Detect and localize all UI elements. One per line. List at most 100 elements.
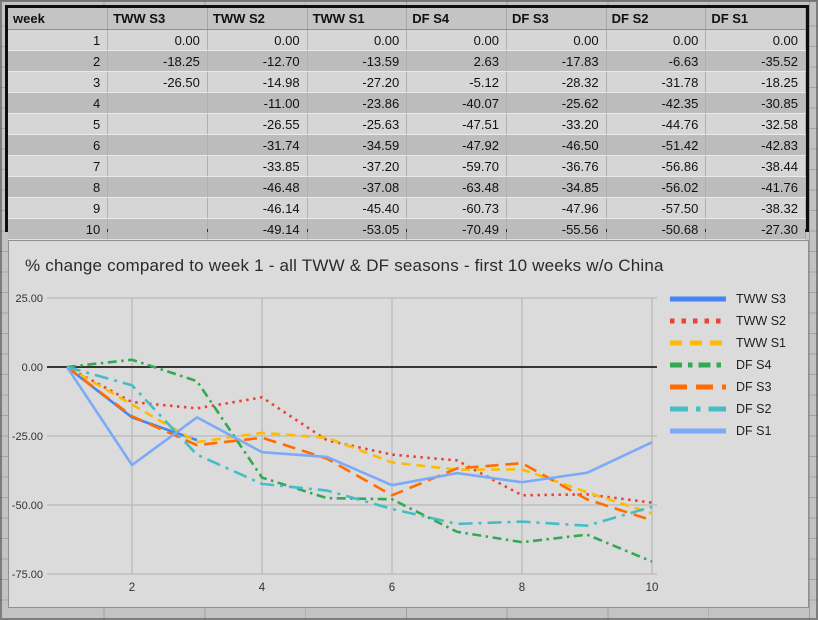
table-cell[interactable]: 8 [8, 176, 109, 198]
table-cell[interactable]: -6.63 [606, 50, 707, 72]
table-cell[interactable]: -18.25 [107, 50, 208, 72]
table-cell[interactable]: -30.85 [705, 92, 806, 114]
column-header-df-s3[interactable]: DF S3 [506, 8, 607, 30]
table-cell[interactable]: -14.98 [207, 71, 308, 93]
table-cell[interactable]: -56.02 [606, 176, 707, 198]
table-cell[interactable]: -46.48 [207, 176, 308, 198]
table-cell[interactable]: -25.62 [506, 92, 607, 114]
table-cell[interactable]: 4 [8, 92, 109, 114]
table-cell[interactable]: -5.12 [406, 71, 507, 93]
table-cell[interactable]: -26.55 [207, 113, 308, 135]
table-cell[interactable]: -47.51 [406, 113, 507, 135]
table-cell[interactable]: -23.86 [307, 92, 408, 114]
table-cell[interactable] [107, 218, 208, 240]
table-cell[interactable]: -37.08 [307, 176, 408, 198]
y-tick-label: -25.00 [12, 431, 43, 443]
table-cell[interactable]: -60.73 [406, 197, 507, 219]
table-cell[interactable]: -55.56 [506, 218, 607, 240]
table-cell[interactable]: -34.59 [307, 134, 408, 156]
table-cell[interactable] [107, 92, 208, 114]
table-cell[interactable]: 6 [8, 134, 109, 156]
table-row: 1 0.00 0.00 0.00 0.00 0.00 0.00 0.00 [8, 29, 806, 51]
table-cell[interactable]: 2 [8, 50, 109, 72]
table-cell[interactable] [107, 113, 208, 135]
table-cell[interactable] [107, 134, 208, 156]
table-cell[interactable]: -40.07 [406, 92, 507, 114]
table-cell[interactable]: 9 [8, 197, 109, 219]
table-cell[interactable]: -56.86 [606, 155, 707, 177]
table-cell[interactable]: 1 [8, 29, 109, 51]
table-cell[interactable] [107, 155, 208, 177]
table-cell[interactable]: -25.63 [307, 113, 408, 135]
table-cell[interactable]: 0.00 [307, 29, 408, 51]
table-cell[interactable]: -35.52 [705, 50, 806, 72]
table-cell[interactable]: -42.35 [606, 92, 707, 114]
table-cell[interactable]: -27.30 [705, 218, 806, 240]
table-cell[interactable]: -18.25 [705, 71, 806, 93]
table-cell[interactable]: -51.42 [606, 134, 707, 156]
legend-entry-df-s4[interactable]: DF S4 [669, 354, 804, 376]
table-cell[interactable]: -46.50 [506, 134, 607, 156]
legend-entry-df-s3[interactable]: DF S3 [669, 376, 804, 398]
table-cell[interactable]: -53.05 [307, 218, 408, 240]
legend-entry-tww-s1[interactable]: TWW S1 [669, 332, 804, 354]
table-cell[interactable]: 7 [8, 155, 109, 177]
table-cell[interactable]: -50.68 [606, 218, 707, 240]
table-cell[interactable]: -59.70 [406, 155, 507, 177]
table-cell[interactable]: -26.50 [107, 71, 208, 93]
column-header-tww-s1[interactable]: TWW S1 [307, 8, 408, 30]
table-cell[interactable]: -36.76 [506, 155, 607, 177]
table-cell[interactable]: -34.85 [506, 176, 607, 198]
table-cell[interactable]: 0.00 [406, 29, 507, 51]
table-cell[interactable]: -45.40 [307, 197, 408, 219]
table-cell[interactable]: -46.14 [207, 197, 308, 219]
legend-entry-tww-s2[interactable]: TWW S2 [669, 310, 804, 332]
legend-entry-df-s1[interactable]: DF S1 [669, 420, 804, 442]
table-cell[interactable]: 0.00 [506, 29, 607, 51]
chart-object[interactable]: % change compared to week 1 - all TWW & … [8, 240, 809, 608]
table-cell[interactable]: -37.20 [307, 155, 408, 177]
table-cell[interactable] [107, 197, 208, 219]
table-cell[interactable]: 0.00 [207, 29, 308, 51]
table-cell[interactable]: 0.00 [107, 29, 208, 51]
table-cell[interactable]: 10 [8, 218, 109, 240]
legend-label: DF S4 [736, 358, 772, 372]
table-cell[interactable]: -70.49 [406, 218, 507, 240]
table-cell[interactable]: -27.20 [307, 71, 408, 93]
column-header-week[interactable]: week [8, 8, 109, 30]
table-cell[interactable]: -33.85 [207, 155, 308, 177]
table-cell[interactable]: -11.00 [207, 92, 308, 114]
column-header-tww-s2[interactable]: TWW S2 [207, 8, 308, 30]
legend-entry-tww-s3[interactable]: TWW S3 [669, 288, 804, 310]
table-cell[interactable]: -38.44 [705, 155, 806, 177]
table-cell[interactable]: -47.92 [406, 134, 507, 156]
table-cell[interactable]: -12.70 [207, 50, 308, 72]
legend-entry-df-s2[interactable]: DF S2 [669, 398, 804, 420]
table-cell[interactable]: -57.50 [606, 197, 707, 219]
table-cell[interactable]: 0.00 [705, 29, 806, 51]
table-cell[interactable] [107, 176, 208, 198]
table-cell[interactable]: 5 [8, 113, 109, 135]
table-cell[interactable]: 0.00 [606, 29, 707, 51]
column-header-df-s2[interactable]: DF S2 [606, 8, 707, 30]
column-header-tww-s3[interactable]: TWW S3 [107, 8, 208, 30]
table-cell[interactable]: -32.58 [705, 113, 806, 135]
table-cell[interactable]: -47.96 [506, 197, 607, 219]
table-cell[interactable]: -42.83 [705, 134, 806, 156]
table-cell[interactable]: -41.76 [705, 176, 806, 198]
table-cell[interactable]: -31.74 [207, 134, 308, 156]
table-cell[interactable]: -13.59 [307, 50, 408, 72]
table-cell[interactable]: -31.78 [606, 71, 707, 93]
table-cell[interactable]: -49.14 [207, 218, 308, 240]
table-cell[interactable]: -28.32 [506, 71, 607, 93]
table-cell[interactable]: 3 [8, 71, 109, 93]
table-cell[interactable]: -17.83 [506, 50, 607, 72]
table-cell[interactable]: -38.32 [705, 197, 806, 219]
table-cell[interactable]: 2.63 [406, 50, 507, 72]
table-cell[interactable]: -63.48 [406, 176, 507, 198]
table-cell[interactable]: -33.20 [506, 113, 607, 135]
table-cell[interactable]: -44.76 [606, 113, 707, 135]
column-header-df-s1[interactable]: DF S1 [705, 8, 806, 30]
line-chart-plot: 25.00 0.00 -25.00 -50.00 -75.00 2 4 6 8 10 [12, 293, 659, 594]
column-header-df-s4[interactable]: DF S4 [406, 8, 507, 30]
